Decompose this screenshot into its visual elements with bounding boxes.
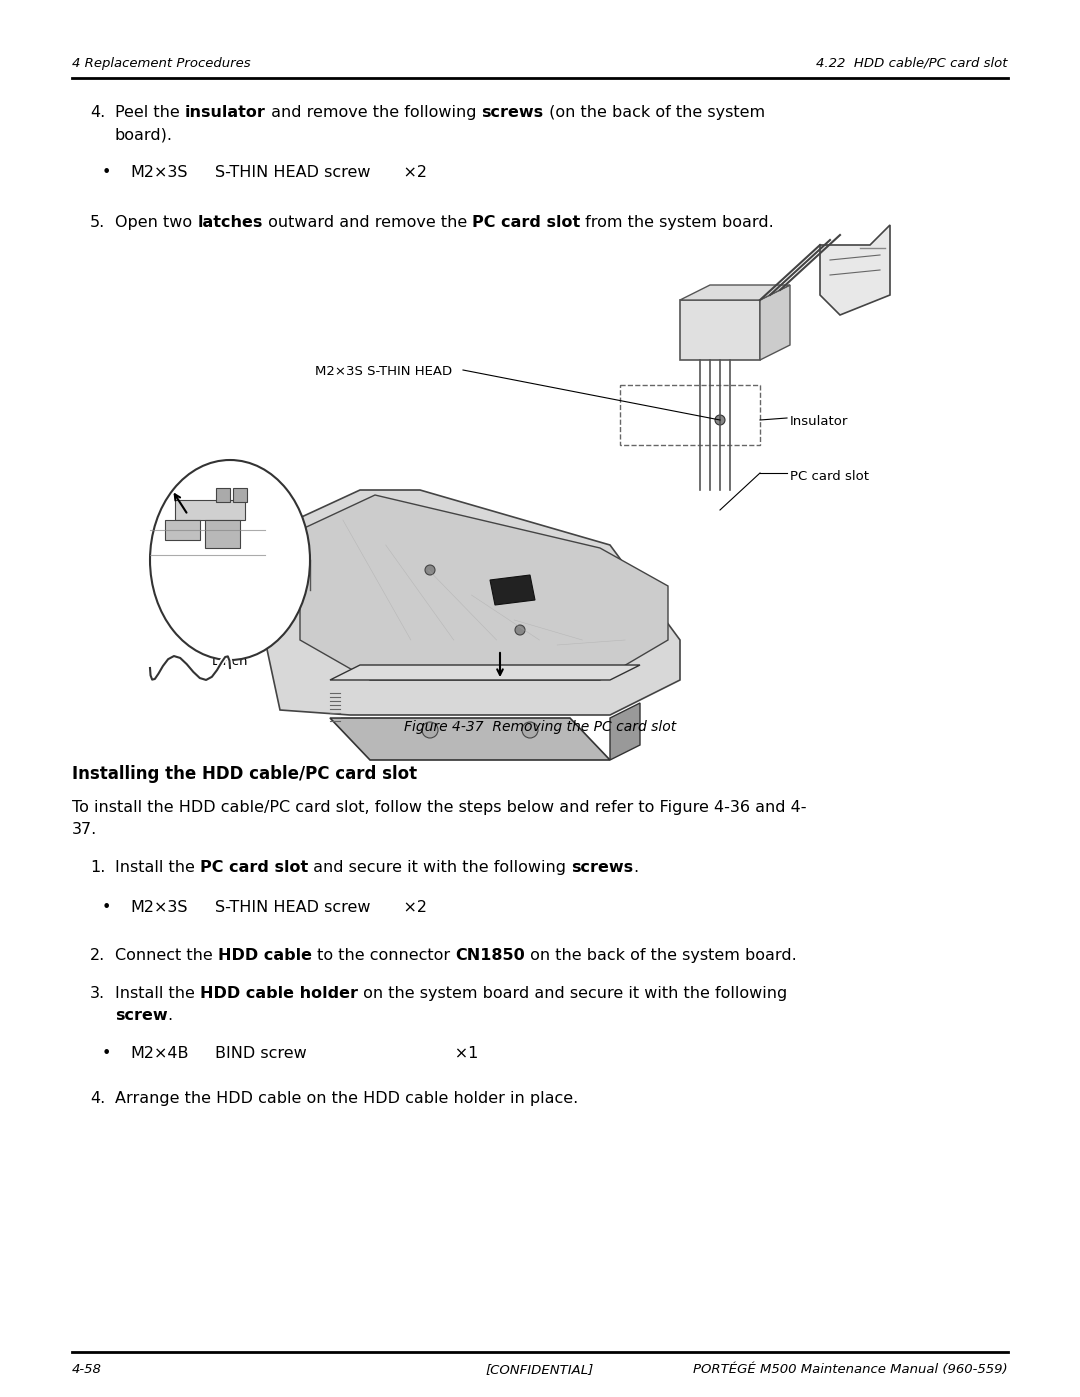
Text: BIND screw: BIND screw bbox=[215, 1046, 307, 1060]
Polygon shape bbox=[175, 500, 245, 520]
Text: .: . bbox=[634, 861, 638, 875]
Text: ×1: ×1 bbox=[383, 1046, 478, 1060]
Text: on the back of the system board.: on the back of the system board. bbox=[525, 949, 797, 963]
Circle shape bbox=[426, 564, 435, 576]
Text: •: • bbox=[102, 165, 111, 180]
Text: S-THIN HEAD screw: S-THIN HEAD screw bbox=[215, 900, 370, 915]
Polygon shape bbox=[265, 490, 680, 715]
Text: insulator: insulator bbox=[185, 105, 266, 120]
Ellipse shape bbox=[150, 460, 310, 659]
Text: Connect the: Connect the bbox=[114, 949, 218, 963]
Text: (on the back of the system: (on the back of the system bbox=[543, 105, 765, 120]
Text: Installing the HDD cable/PC card slot: Installing the HDD cable/PC card slot bbox=[72, 766, 417, 782]
Text: 4.: 4. bbox=[90, 105, 105, 120]
Text: 4-58: 4-58 bbox=[72, 1363, 102, 1376]
Text: 5.: 5. bbox=[90, 215, 105, 231]
Text: board).: board). bbox=[114, 127, 173, 142]
Polygon shape bbox=[680, 285, 789, 300]
Text: Latch: Latch bbox=[212, 655, 248, 668]
Text: and remove the following: and remove the following bbox=[266, 105, 482, 120]
Circle shape bbox=[715, 415, 725, 425]
Text: screw: screw bbox=[114, 1009, 167, 1023]
Text: 2.: 2. bbox=[90, 949, 105, 963]
Circle shape bbox=[515, 624, 525, 636]
Text: PC card slot: PC card slot bbox=[472, 215, 580, 231]
Text: PORTÉGÉ M500 Maintenance Manual (960-559): PORTÉGÉ M500 Maintenance Manual (960-559… bbox=[693, 1363, 1008, 1376]
Text: HDD cable: HDD cable bbox=[218, 949, 312, 963]
Text: M2×3S: M2×3S bbox=[130, 165, 188, 180]
Polygon shape bbox=[205, 520, 240, 548]
Text: ×2: ×2 bbox=[383, 900, 427, 915]
Text: [CONFIDENTIAL]: [CONFIDENTIAL] bbox=[486, 1363, 594, 1376]
Text: CN1850: CN1850 bbox=[455, 949, 525, 963]
Text: Insulator: Insulator bbox=[789, 415, 849, 427]
Circle shape bbox=[522, 722, 538, 738]
Text: •: • bbox=[102, 900, 111, 915]
Text: 3.: 3. bbox=[90, 986, 105, 1002]
Text: PC card slot: PC card slot bbox=[200, 861, 308, 875]
Polygon shape bbox=[760, 285, 789, 360]
Text: To install the HDD cable/PC card slot, follow the steps below and refer to Figur: To install the HDD cable/PC card slot, f… bbox=[72, 800, 807, 814]
Text: M2×4B: M2×4B bbox=[130, 1046, 189, 1060]
Polygon shape bbox=[300, 495, 669, 680]
Text: from the system board.: from the system board. bbox=[580, 215, 774, 231]
Text: .: . bbox=[167, 1009, 173, 1023]
Text: •: • bbox=[102, 1046, 111, 1060]
Text: latches: latches bbox=[198, 215, 262, 231]
Text: 1.: 1. bbox=[90, 861, 106, 875]
Polygon shape bbox=[330, 665, 640, 680]
Polygon shape bbox=[680, 300, 760, 360]
Polygon shape bbox=[165, 520, 200, 541]
Polygon shape bbox=[820, 225, 890, 314]
Text: S-THIN HEAD screw: S-THIN HEAD screw bbox=[215, 165, 370, 180]
Polygon shape bbox=[490, 576, 535, 605]
Text: Install the: Install the bbox=[114, 861, 200, 875]
Text: HDD cable holder: HDD cable holder bbox=[200, 986, 357, 1002]
Text: 4.22  HDD cable/PC card slot: 4.22 HDD cable/PC card slot bbox=[816, 57, 1008, 70]
Circle shape bbox=[422, 722, 438, 738]
Text: screws: screws bbox=[571, 861, 634, 875]
Text: 37.: 37. bbox=[72, 821, 97, 837]
Text: ×2: ×2 bbox=[383, 165, 427, 180]
Text: M2×3S S-THIN HEAD: M2×3S S-THIN HEAD bbox=[315, 365, 453, 379]
Text: on the system board and secure it with the following: on the system board and secure it with t… bbox=[357, 986, 787, 1002]
Polygon shape bbox=[610, 703, 640, 760]
Text: M2×3S: M2×3S bbox=[130, 900, 188, 915]
Polygon shape bbox=[330, 718, 610, 760]
Text: Install the: Install the bbox=[114, 986, 200, 1002]
Bar bbox=[233, 488, 247, 502]
Text: Arrange the HDD cable on the HDD cable holder in place.: Arrange the HDD cable on the HDD cable h… bbox=[114, 1091, 578, 1106]
Text: to the connector: to the connector bbox=[312, 949, 455, 963]
Text: 4.: 4. bbox=[90, 1091, 105, 1106]
Text: outward and remove the: outward and remove the bbox=[262, 215, 472, 231]
Bar bbox=[216, 488, 230, 502]
Text: and secure it with the following: and secure it with the following bbox=[308, 861, 571, 875]
Text: screws: screws bbox=[482, 105, 543, 120]
Text: 4 Replacement Procedures: 4 Replacement Procedures bbox=[72, 57, 251, 70]
Text: Open two: Open two bbox=[114, 215, 198, 231]
Text: PC card slot: PC card slot bbox=[789, 469, 869, 483]
Text: Peel the: Peel the bbox=[114, 105, 185, 120]
Text: Figure 4-37  Removing the PC card slot: Figure 4-37 Removing the PC card slot bbox=[404, 719, 676, 733]
